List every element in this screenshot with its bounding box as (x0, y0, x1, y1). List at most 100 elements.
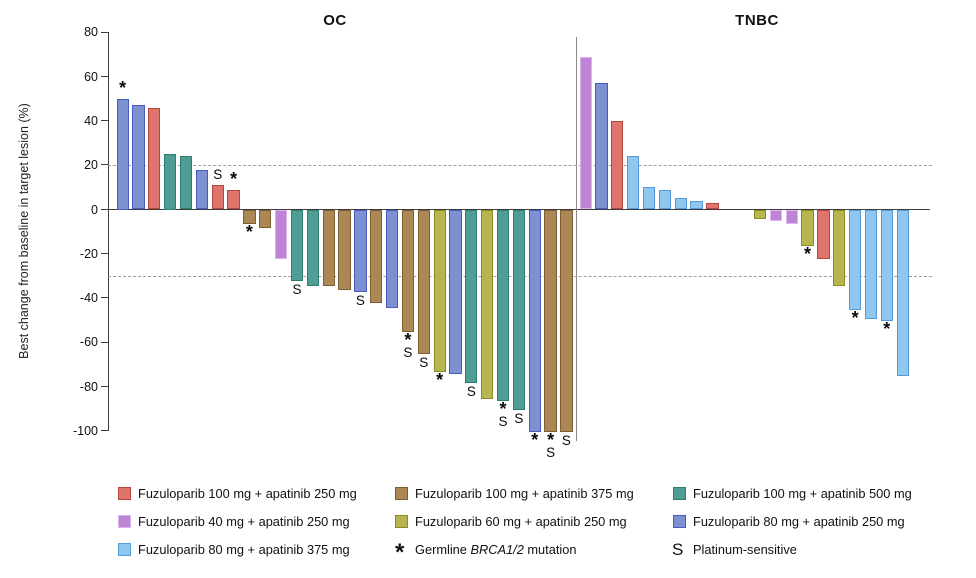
platinum-sensitive-marker: S (514, 410, 524, 426)
brca-mutation-marker: * (119, 77, 127, 98)
y-tick (101, 31, 108, 33)
bar-oc-10 (259, 210, 272, 228)
bar-oc-23 (465, 210, 478, 384)
platinum-sensitive-marker: S (546, 445, 556, 460)
bar-oc-3 (148, 107, 161, 210)
bar-oc-4 (164, 154, 177, 210)
y-tick-label: -60 (79, 335, 98, 350)
bar-oc-8 (227, 189, 240, 210)
y-tick (101, 120, 108, 122)
y-tick (101, 75, 108, 77)
platinum-sensitive-marker: S (213, 167, 223, 183)
bar-tnbc-1 (579, 56, 592, 210)
y-tick (101, 253, 108, 255)
bar-tnbc-14 (785, 210, 798, 224)
bar-oc-20 (417, 210, 430, 355)
brca-mutation-symbol: * (395, 539, 405, 566)
bar-oc-5 (179, 156, 193, 210)
bar-oc-1 (116, 98, 129, 210)
legend-swatch-teal500 (673, 487, 686, 500)
legend-label: Fuzuloparib 60 mg + apatinib 250 mg (415, 514, 627, 529)
platinum-sensitive-symbol: S (672, 540, 684, 559)
bar-oc-28 (544, 210, 557, 432)
bar-oc-16 (354, 210, 367, 293)
bar-tnbc-9 (706, 202, 719, 210)
brca-mutation-marker: * (547, 430, 555, 450)
bar-tnbc-17 (833, 210, 846, 286)
y-tick (101, 341, 108, 343)
bar-tnbc-18 (848, 210, 862, 310)
y-tick-label: -40 (79, 291, 98, 306)
brca-mutation-marker: * (851, 308, 859, 329)
brca-mutation-marker: * (245, 221, 253, 242)
legend-swatch-red250 (118, 487, 131, 500)
bar-tnbc-13 (769, 210, 782, 222)
y-tick-label: -80 (79, 379, 98, 394)
section-title-oc: OC (323, 12, 347, 29)
bar-oc-18 (385, 210, 399, 308)
bar-tnbc-7 (674, 198, 687, 210)
bar-oc-19 (401, 210, 415, 333)
y-tick-label: 60 (84, 69, 98, 84)
bar-oc-12 (290, 210, 304, 282)
zero-baseline (108, 208, 930, 210)
bar-oc-25 (496, 210, 510, 401)
bar-oc-26 (512, 210, 526, 410)
legend-label: Fuzuloparib 80 mg + apatinib 250 mg (693, 514, 905, 529)
bar-oc-15 (338, 210, 351, 290)
bar-oc-27 (528, 210, 541, 432)
bar-oc-29 (560, 210, 573, 432)
y-tick-label: 20 (84, 158, 98, 173)
y-tick-label: 0 (91, 202, 98, 217)
platinum-sensitive-marker: S (355, 293, 365, 309)
legend-swatch-olive60 (395, 515, 408, 528)
bar-oc-9 (243, 210, 256, 224)
bar-oc-21 (433, 210, 446, 372)
bar-tnbc-19 (864, 210, 878, 319)
legend-label: Platinum-sensitive (693, 542, 797, 557)
brca-mutation-marker: * (404, 330, 412, 351)
y-tick-label: -20 (79, 246, 98, 261)
brca-mutation-marker: * (883, 319, 891, 340)
bar-oc-7 (211, 185, 224, 210)
y-axis-line (108, 32, 109, 431)
legend-label: Germline BRCA1/2 mutation (415, 542, 577, 557)
bar-oc-17 (370, 210, 383, 304)
brca-mutation-marker: * (230, 168, 238, 189)
platinum-sensitive-marker: S (498, 413, 508, 429)
y-tick (101, 208, 108, 210)
legend-swatch-lblue375 (118, 543, 131, 556)
section-title-tnbc: TNBC (735, 12, 779, 29)
bar-tnbc-4 (627, 156, 640, 210)
bar-oc-6 (195, 169, 209, 210)
reference-line-20 (108, 165, 932, 167)
platinum-sensitive-marker: S (292, 282, 302, 298)
legend-label: Fuzuloparib 100 mg + apatinib 250 mg (138, 486, 357, 501)
y-tick-label: -100 (72, 424, 98, 438)
bar-tnbc-15 (801, 210, 814, 246)
bar-oc-14 (322, 210, 335, 286)
legend-label: Fuzuloparib 80 mg + apatinib 375 mg (138, 542, 350, 557)
y-tick (101, 385, 108, 387)
bar-tnbc-21 (896, 210, 909, 377)
legend-label: Fuzuloparib 100 mg + apatinib 375 mg (415, 486, 634, 501)
legend-swatch-blue250 (673, 515, 686, 528)
bar-tnbc-5 (642, 187, 656, 210)
legend-swatch-brown375 (395, 487, 408, 500)
y-tick (101, 297, 108, 299)
bar-oc-13 (306, 210, 319, 286)
legend-swatch-orchid40 (118, 515, 131, 528)
brca-mutation-marker: * (436, 370, 444, 391)
platinum-sensitive-marker: S (466, 384, 476, 400)
bar-tnbc-2 (595, 83, 608, 210)
y-tick (101, 164, 108, 166)
bar-oc-24 (481, 210, 494, 399)
y-tick (101, 430, 108, 432)
bar-tnbc-12 (753, 210, 767, 220)
brca-mutation-marker: * (499, 398, 507, 419)
y-axis-label: Best change from baseline in target lesi… (17, 103, 31, 359)
bar-tnbc-3 (611, 120, 624, 210)
bar-tnbc-6 (658, 189, 672, 210)
brca-mutation-marker: * (531, 430, 539, 450)
